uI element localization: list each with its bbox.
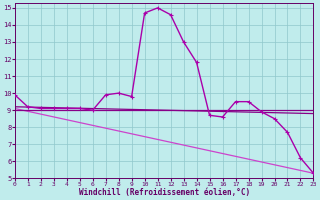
X-axis label: Windchill (Refroidissement éolien,°C): Windchill (Refroidissement éolien,°C) bbox=[78, 188, 250, 197]
